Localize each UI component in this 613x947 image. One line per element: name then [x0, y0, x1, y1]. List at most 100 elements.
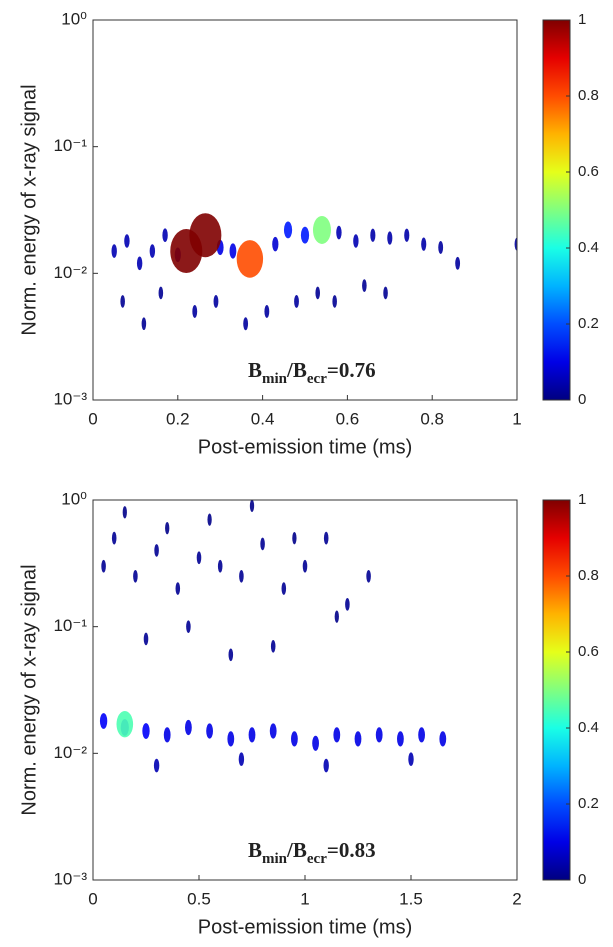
density-cell [270, 639, 276, 653]
density-cell [249, 500, 255, 512]
density-cell [455, 256, 461, 270]
density-cell [236, 240, 264, 278]
density-cell [408, 752, 414, 766]
annotation: Bmin/Becr=0.83 [248, 838, 376, 868]
density-cell [141, 317, 147, 331]
colorbar-tick-label: 0 [578, 871, 586, 888]
annotation-part: B [248, 358, 262, 382]
x-tick-label: 0 [88, 409, 97, 428]
plot-area [111, 213, 517, 331]
colorbar-tick-label: 0.4 [578, 239, 599, 256]
density-cell [300, 226, 310, 244]
density-cell [99, 713, 108, 729]
density-cell [354, 731, 362, 747]
density-cell [312, 735, 319, 751]
density-cell [154, 544, 159, 557]
density-cell [162, 228, 168, 243]
density-cell [116, 710, 134, 738]
y-tick-label: 10⁻¹ [53, 136, 87, 155]
density-cell [133, 569, 138, 583]
density-cell [243, 317, 249, 331]
density-cell [283, 221, 293, 239]
plot-area [99, 500, 447, 773]
density-cell [404, 228, 410, 242]
x-tick-label: 0.6 [336, 409, 360, 428]
density-cell [353, 234, 359, 248]
density-cell [206, 723, 214, 739]
annotation: Bmin/Becr=0.76 [248, 358, 376, 388]
density-cell [186, 620, 191, 633]
density-cell [136, 256, 143, 271]
annotation-part: =0.76 [327, 358, 376, 382]
annotation-part: B [248, 838, 262, 862]
density-cell [294, 294, 299, 308]
density-cell [142, 723, 150, 739]
y-axis-label: Norm. energy of x-ray signal [18, 564, 40, 815]
density-cell [217, 559, 223, 573]
x-tick-label: 0.8 [420, 409, 444, 428]
density-cell [323, 758, 329, 773]
density-cell [366, 569, 371, 583]
density-cell [439, 731, 447, 747]
x-axis-label: Post-emission time (ms) [198, 436, 412, 458]
density-cell [418, 727, 425, 743]
density-cell [227, 731, 235, 747]
density-cell [111, 244, 117, 258]
colorbar-tick-label: 0 [578, 391, 586, 408]
density-cell [111, 531, 117, 545]
x-tick-label: 0.5 [187, 889, 211, 908]
colorbar-tick-label: 1 [578, 491, 586, 508]
density-cell [228, 648, 234, 662]
density-cell [333, 727, 341, 743]
density-cell [122, 506, 127, 519]
density-cell [370, 228, 376, 242]
density-cell [362, 279, 367, 292]
density-cell [387, 231, 393, 245]
density-cell [281, 582, 287, 595]
colorbar-tick-label: 0.4 [578, 719, 599, 736]
y-tick-label: 10⁰ [61, 489, 87, 508]
density-cell [120, 295, 125, 308]
density-cell [158, 286, 164, 300]
annotation-part: /B [286, 838, 307, 862]
colorbar [542, 19, 571, 401]
density-cell [260, 537, 265, 551]
colorbar-tick-label: 0.8 [578, 567, 599, 584]
colorbar-tick-label: 0.2 [578, 795, 599, 812]
y-axis-label: Norm. energy of x-ray signal [18, 84, 40, 335]
density-cell [196, 551, 202, 565]
colorbar-tick-label: 1 [578, 11, 586, 28]
x-tick-label: 1.5 [399, 889, 423, 908]
density-cell [192, 304, 198, 318]
annotation-part: ecr [307, 371, 327, 387]
density-cell [269, 723, 277, 739]
x-tick-label: 0.2 [166, 409, 190, 428]
density-cell [264, 304, 270, 318]
density-cell [334, 610, 339, 623]
density-cell [291, 731, 298, 747]
density-cell [239, 569, 244, 583]
y-tick-label: 10⁻² [53, 263, 87, 282]
density-cell [229, 243, 237, 259]
density-cell [124, 234, 130, 248]
y-tick-label: 10⁻³ [53, 869, 87, 888]
x-axis-label: Post-emission time (ms) [198, 916, 412, 938]
density-cell [323, 531, 329, 545]
density-cell [272, 236, 279, 252]
density-cell [153, 758, 160, 773]
density-cell [292, 531, 297, 545]
density-cell [185, 719, 192, 736]
colorbar-tick-label: 0.6 [578, 643, 599, 660]
y-tick-label: 10⁻¹ [53, 616, 87, 635]
density-cell [397, 731, 404, 747]
density-cell [421, 237, 427, 251]
annotation-part: min [262, 851, 288, 867]
y-tick-label: 10⁻³ [53, 389, 87, 408]
colorbar-tick-label: 0.2 [578, 315, 599, 332]
x-tick-label: 1 [512, 409, 521, 428]
density-cell [165, 521, 170, 535]
x-tick-label: 2 [512, 889, 521, 908]
density-cell [101, 559, 106, 573]
density-cell [332, 295, 337, 308]
